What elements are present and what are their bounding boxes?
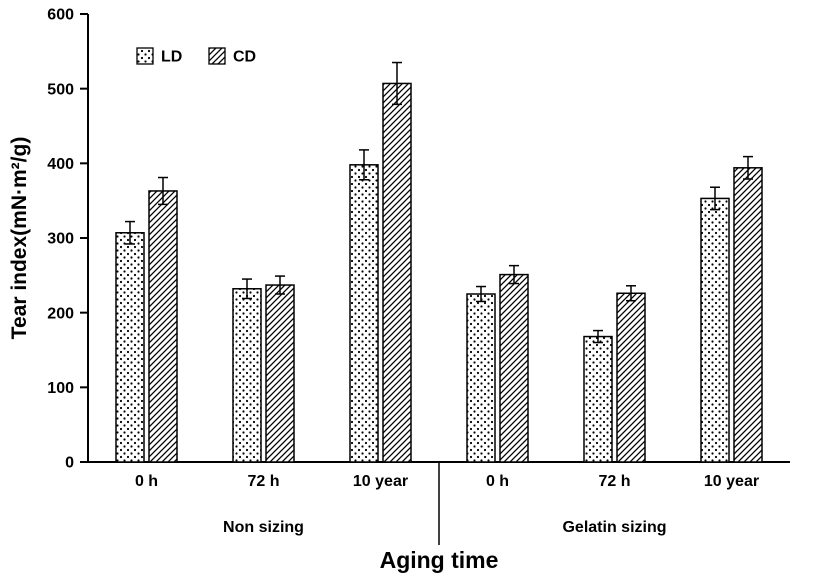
bar-LD-Gelatin-sizing-10-year	[700, 197, 730, 463]
bar-LD-Non-sizing-72-h	[232, 288, 262, 463]
y-tick-label: 100	[47, 380, 74, 397]
x-axis-title: Aging time	[380, 547, 499, 573]
y-tick-label: 600	[47, 7, 74, 24]
bar-CD-Non-sizing-0-h	[148, 190, 178, 463]
y-axis-title: Tear index(mN·m²/g)	[8, 137, 31, 340]
bar-CD-Gelatin-sizing-0-h	[499, 273, 529, 463]
y-tick-label: 400	[47, 156, 74, 173]
y-tick-label: 500	[47, 81, 74, 98]
category-label: 0 h	[135, 473, 158, 490]
bar-CD-Non-sizing-10-year	[382, 82, 412, 463]
bar-LD-Gelatin-sizing-0-h	[466, 293, 496, 463]
bar-CD-Gelatin-sizing-10-year	[733, 167, 763, 463]
group-label: Gelatin sizing	[562, 519, 666, 536]
category-label: 10 year	[704, 473, 759, 490]
bar-LD-Gelatin-sizing-72-h	[583, 335, 613, 463]
category-label: 10 year	[353, 473, 408, 490]
category-label: 0 h	[486, 473, 509, 490]
bar-CD-Non-sizing-72-h	[265, 284, 295, 463]
group-label: Non sizing	[223, 519, 304, 536]
legend: LD CD	[136, 47, 256, 66]
bar-LD-Non-sizing-0-h	[115, 232, 145, 463]
legend-swatch-LD	[136, 47, 154, 65]
category-label: 72 h	[598, 473, 630, 490]
bar-LD-Non-sizing-10-year	[349, 164, 379, 463]
legend-swatch-CD	[208, 47, 226, 65]
legend-label-CD: CD	[233, 49, 256, 66]
y-tick-label: 200	[47, 305, 74, 322]
y-tick-label: 300	[47, 231, 74, 248]
y-tick-label: 0	[65, 455, 74, 472]
legend-label-LD: LD	[161, 49, 182, 66]
bar-CD-Gelatin-sizing-72-h	[616, 292, 646, 463]
category-label: 72 h	[247, 473, 279, 490]
